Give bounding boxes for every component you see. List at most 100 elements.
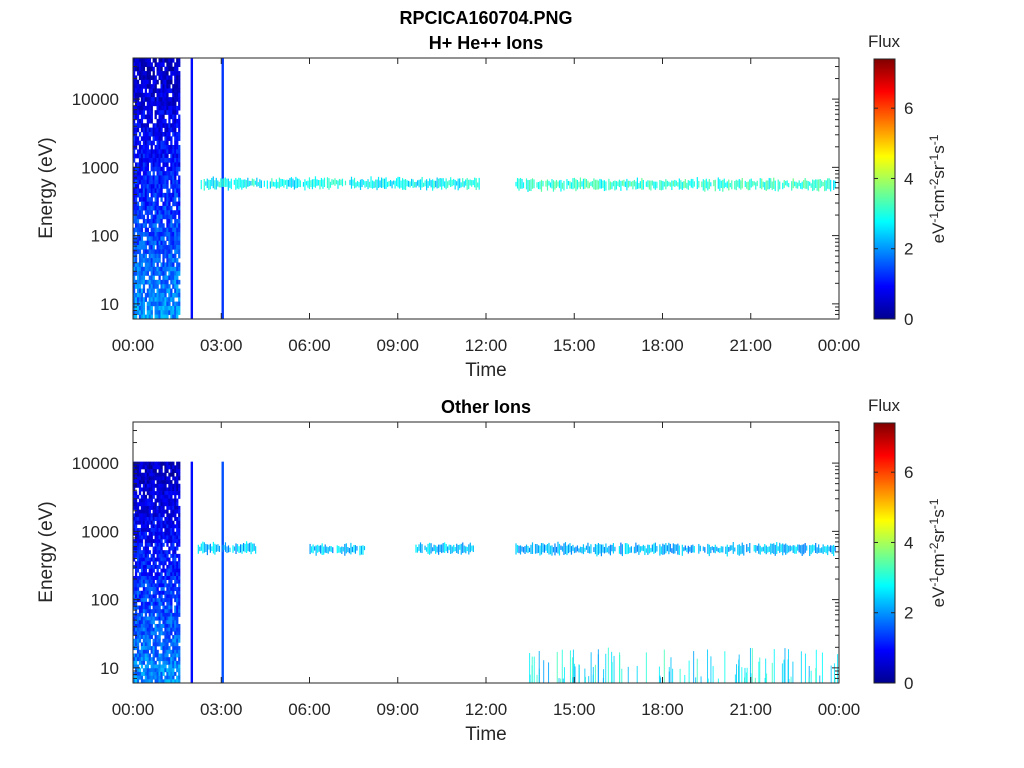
heatmap-cell [138,631,142,636]
heatmap-cell [531,665,533,683]
heatmap-cell [704,547,706,553]
heatmap-cell [136,205,140,211]
heatmap-cell [142,594,146,599]
heatmap-cell [154,223,157,228]
heatmap-cell [152,505,155,510]
heatmap-cell [164,476,167,481]
heatmap-cell [158,140,161,146]
heatmap-cell [160,572,163,577]
heatmap-cell [138,550,142,555]
heatmap-cell [158,166,161,172]
heatmap-cell [168,620,171,625]
heatmap-cell [695,677,697,683]
heatmap-cell [168,631,171,636]
heatmap-cell [176,153,179,159]
heatmap-cell [162,638,165,643]
heatmap-cell [170,609,173,614]
heatmap-cell [160,88,163,94]
heatmap-cell [170,531,173,536]
heatmap-cell [546,179,549,191]
heatmap-cell [140,528,144,533]
heatmap-cell [136,476,140,481]
heatmap-cell [164,590,167,595]
heatmap-cell [178,564,181,569]
heatmap-cell [537,182,540,190]
heatmap-cell [136,587,140,592]
heatmap-cell [812,544,814,553]
heatmap-cell [174,620,177,625]
heatmap-cell [176,249,179,255]
heatmap-cell [150,598,153,603]
heatmap-cell [611,651,613,683]
heatmap-cell [148,149,151,154]
heatmap-cell [170,158,173,163]
heatmap-cell [830,545,832,553]
heatmap-cell [146,310,149,315]
heatmap-cell [138,166,142,172]
heatmap-cell [156,616,159,621]
heatmap-cell [174,184,177,189]
heatmap-cell [134,535,138,540]
heatmap-line [190,58,194,319]
heatmap-cell [174,516,177,521]
heatmap-cell [338,178,341,186]
heatmap-cell [140,572,144,577]
heatmap-cell [133,587,136,592]
heatmap-cell [156,297,159,302]
heatmap-cell [174,84,177,89]
heatmap-cell [172,520,175,525]
feature-band [515,541,836,557]
heatmap-cell [158,605,161,610]
heatmap-cell [430,543,432,554]
y-tick-label: 100 [91,227,119,246]
heatmap-cell [133,469,136,474]
heatmap-cell [136,88,140,94]
heatmap-cell [756,545,758,551]
heatmap-cell [759,545,761,555]
heatmap-cell [162,210,165,215]
colorbar-tick-label: 6 [904,463,913,482]
heatmap-cell [140,620,144,625]
heatmap-cell [827,178,829,189]
heatmap-cell [140,253,144,259]
heatmap-cell [665,543,667,554]
heatmap-cell [138,476,142,481]
heatmap-cell [166,58,169,63]
heatmap-cell [158,465,161,470]
heatmap-cell [736,664,737,683]
heatmap-cell [734,674,736,683]
heatmap-cell [146,314,149,319]
heatmap-cell [142,564,146,569]
heatmap-cell [154,476,157,481]
heatmap-cell [650,180,652,191]
heatmap-cell [241,544,243,554]
heatmap-cell [136,653,140,658]
heatmap-cell [218,545,221,552]
heatmap-cell [170,469,173,474]
heatmap-cell [146,620,149,625]
heatmap-cell [154,297,157,302]
heatmap-cell [164,71,167,76]
heatmap-cell [174,275,177,281]
heatmap-cell [170,572,173,577]
heatmap-cell [683,547,685,552]
heatmap-cell [299,180,302,188]
heatmap-cell [176,623,179,628]
heatmap-cell [150,145,153,150]
heatmap-cell [136,649,140,654]
heatmap-cell [749,179,751,191]
heatmap-cell [830,179,832,192]
heatmap-cell [148,461,151,466]
heatmap-cell [710,656,712,683]
heatmap-cell [150,553,153,558]
colorbar-units-1: eV-1cm-2sr-1s-1 [927,134,948,243]
heatmap-cell [136,118,140,124]
heatmap-cell [166,516,169,521]
heatmap-cell [160,583,163,588]
heatmap-cell [447,546,449,554]
heatmap-cell [166,192,169,198]
heatmap-cell [566,179,568,189]
heatmap-cell [144,531,148,536]
heatmap-cell [170,166,173,172]
heatmap-cell [160,110,163,115]
